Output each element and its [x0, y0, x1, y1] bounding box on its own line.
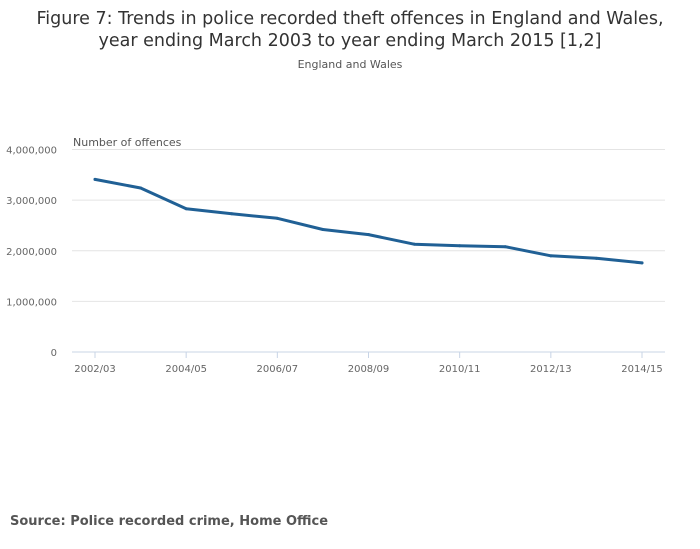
x-tick-label: 2006/07 [257, 364, 299, 375]
title-line-2: year ending March 2003 to year ending Ma… [98, 31, 602, 51]
title-line-1: Figure 7: Trends in police recorded thef… [36, 9, 664, 29]
y-tick-label: 1,000,000 [6, 297, 57, 308]
x-tick-label: 2004/05 [165, 364, 207, 375]
y-axis-label: Number of offences [73, 136, 182, 149]
x-tick-label: 2012/13 [530, 364, 572, 375]
y-tick-label: 0 [51, 348, 57, 359]
source-note: Source: Police recorded crime, Home Offi… [10, 514, 329, 529]
data-point [549, 254, 553, 258]
data-point [640, 261, 644, 265]
y-tick-label: 2,000,000 [6, 247, 57, 258]
data-point [412, 242, 416, 246]
x-tick-label: 2010/11 [439, 364, 481, 375]
data-point [275, 216, 279, 220]
chart-title: Figure 7: Trends in police recorded thef… [0, 8, 700, 52]
data-point [184, 207, 188, 211]
data-point [93, 177, 97, 181]
x-tick-label: 2014/15 [621, 364, 663, 375]
data-point [594, 256, 598, 260]
x-tick-label: 2002/03 [74, 364, 116, 375]
data-point [458, 244, 462, 248]
y-tick-label: 3,000,000 [6, 196, 57, 207]
data-point [321, 227, 325, 231]
data-point [503, 245, 507, 249]
data-point [367, 233, 370, 237]
chart-subtitle: England and Wales [297, 58, 403, 71]
y-tick-label: 4,000,000 [6, 146, 57, 157]
data-point [139, 186, 143, 190]
data-point [230, 212, 234, 216]
x-tick-label: 2008/09 [348, 364, 390, 375]
